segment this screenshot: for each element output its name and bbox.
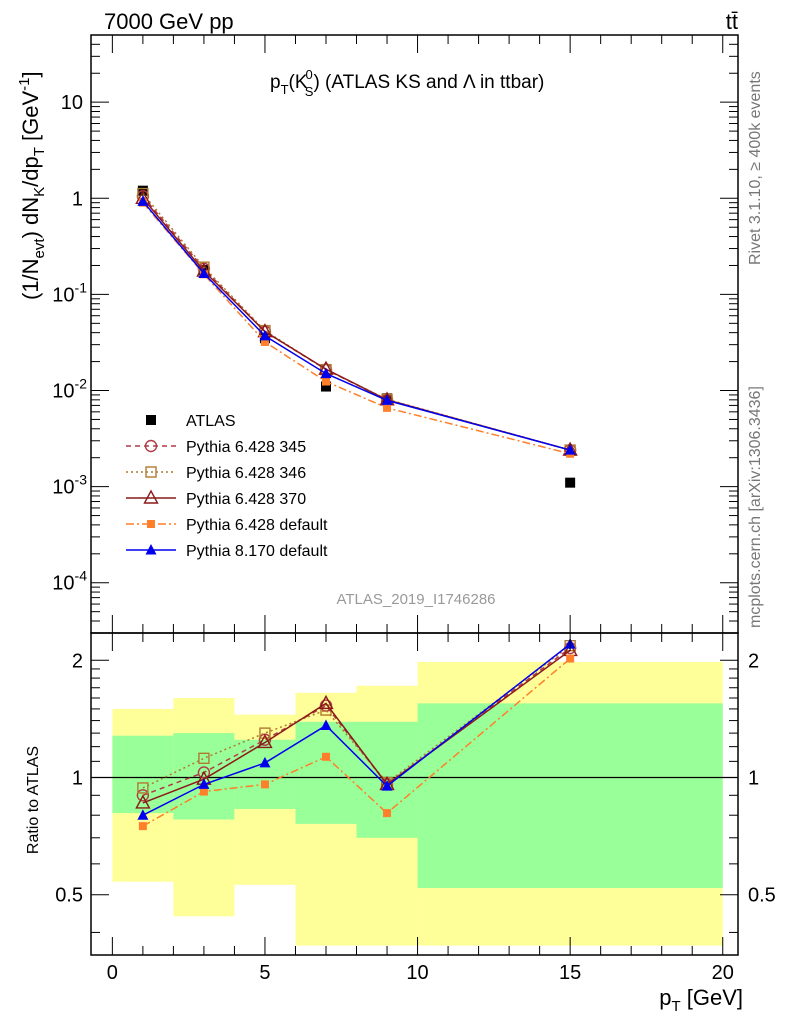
legend-label-p6default: Pythia 6.428 default (186, 517, 328, 534)
ratio-y-axis-label: Ratio to ATLAS (25, 746, 42, 854)
series-line-p8def (142, 200, 571, 451)
ratio-y-ticks: 0.5 0.5 1 1 2 2 (55, 650, 776, 933)
legend-label-atlas: ATLAS (186, 413, 236, 430)
analysis-id-label: ATLAS_2019_I1746286 (336, 591, 495, 608)
ratio-point-p370 (135, 794, 151, 809)
ratio-point-p345 (136, 789, 150, 802)
ratio-y-tick-label-left: 1 (72, 767, 83, 789)
series-line-p6def (142, 202, 571, 455)
ratio-line-p8def (142, 643, 571, 816)
point-p8def (564, 444, 576, 455)
top-y-ticks: 10-4 10-3 10-2 10-1 1 10 (52, 43, 738, 622)
point-p8def (259, 329, 271, 341)
ratio-y-tick-label-right: 0.5 (748, 885, 776, 907)
ratio-line-p6def (142, 658, 571, 827)
rivet-version-label: Rivet 3.1.10, ≥ 400k events (747, 71, 764, 265)
legend: ATLAS Pythia 6.428 345 Pythia 6.428 346 … (186, 413, 328, 560)
ratio-y-tick-label-right: 2 (748, 650, 759, 672)
x-tick-label: 5 (259, 962, 270, 984)
ratio-point-p6def (138, 822, 147, 831)
main-panel: pT(K0 S) (ATLAS KS and Λ in ttbar) (1/Nev… (16, 67, 544, 608)
ratio-series (135, 638, 578, 831)
x-tick-label: 20 (712, 962, 734, 984)
x-ticks: 0 5 10 15 20 (107, 35, 734, 984)
ratio-point-p346 (137, 782, 149, 794)
x-axis-label: pT [GeV] (659, 985, 743, 1015)
top-y-tick-label: 10-4 (52, 568, 87, 595)
ratio-point-p6def (199, 787, 208, 796)
process-label: tt̄ (726, 9, 738, 34)
legend-marker-p346 (145, 466, 157, 478)
ratio-point-p8def (259, 756, 271, 768)
y-axis-label: (1/Nevt) dNK/dpT [GeV-1] (16, 71, 48, 300)
ratio-frame (90, 632, 739, 956)
legend-markers (126, 415, 176, 555)
ratio-y-tick-label-right: 1 (748, 767, 759, 789)
ratio-y-tick-label-left: 0.5 (55, 885, 83, 907)
ratio-band-inner (112, 735, 174, 814)
ratio-point-p6def (566, 654, 575, 663)
ratio-point-p345 (197, 766, 211, 779)
top-y-tick-label: 10-1 (52, 279, 87, 306)
legend-marker-atlas (146, 415, 156, 425)
series-line-p346 (142, 193, 571, 451)
plot-title: pT(K0 S) (ATLAS KS and Λ in ttbar) (270, 67, 544, 99)
ratio-band-inner (173, 733, 235, 820)
point-p8def (381, 394, 393, 405)
legend-marker-p370 (143, 489, 159, 504)
ratio-point-p6def (260, 780, 269, 789)
top-y-tick-label: 1 (72, 188, 83, 210)
ratio-point-p6def (383, 809, 392, 818)
point-p6def (383, 403, 392, 412)
top-y-tick-label: 10-2 (52, 376, 87, 403)
point-p8def (137, 195, 149, 206)
ratio-point-p8def (320, 719, 332, 730)
legend-label-p370: Pythia 6.428 370 (186, 491, 306, 508)
top-series (135, 185, 578, 488)
ratio-point-p6def (321, 752, 330, 761)
x-tick-label: 15 (559, 962, 581, 984)
legend-label-p346: Pythia 6.428 346 (186, 465, 306, 482)
point-p6def (260, 337, 269, 346)
ratio-band-inner (356, 721, 418, 838)
point-p8def (198, 267, 210, 279)
top-y-tick-label: 10 (61, 92, 83, 114)
ratio-point-p8def (198, 778, 210, 789)
x-tick-label: 0 (107, 962, 118, 984)
legend-label-p8default: Pythia 8.170 default (186, 543, 328, 560)
ratio-y-tick-label-left: 2 (72, 650, 83, 672)
ratio-point-p346 (259, 727, 271, 739)
point-atlas (320, 381, 331, 392)
legend-marker-p345 (144, 439, 158, 453)
legend-marker-p6def (147, 520, 155, 528)
ratio-bands (91, 661, 738, 946)
legend-label-p345: Pythia 6.428 345 (186, 439, 306, 456)
point-atlas (565, 477, 576, 488)
ratio-point-p346 (198, 752, 210, 765)
ratio-line-p346 (142, 645, 571, 789)
energy-label: 7000 GeV pp (104, 9, 234, 34)
legend-marker-p8def (145, 544, 157, 555)
ratio-point-p8def (381, 780, 393, 791)
ratio-band-inner (295, 721, 357, 824)
ratio-band-inner (417, 703, 723, 889)
ratio-point-p370 (318, 694, 334, 710)
top-y-tick-label: 10-3 (52, 472, 87, 499)
ratio-point-p370 (257, 734, 273, 749)
ratio-point-p8def (137, 809, 149, 820)
x-tick-label: 10 (406, 962, 428, 984)
series-line-p345 (142, 195, 571, 451)
mcplots-reference-label: mcplots.cern.ch [arXiv:1306.3436] (747, 386, 764, 628)
point-p6def (321, 377, 330, 386)
point-p8def (320, 367, 332, 379)
